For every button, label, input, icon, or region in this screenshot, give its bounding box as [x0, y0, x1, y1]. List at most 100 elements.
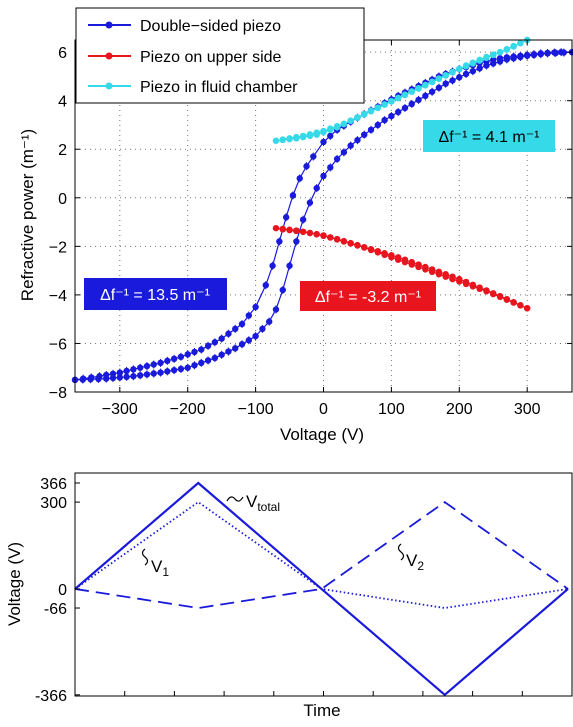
- point-double-sided: [299, 216, 307, 223]
- point-double-sided: [449, 77, 456, 84]
- point-double-sided: [204, 342, 212, 350]
- top-yticks: −8 −6 −4 −2 0 2 4 6: [49, 45, 572, 402]
- point-fluid-chamber: [483, 53, 490, 61]
- label-v2: V2: [397, 543, 424, 573]
- point-upper-side: [462, 280, 470, 288]
- point-upper-side: [388, 254, 395, 261]
- top-xtick-label: 200: [446, 401, 473, 418]
- point-double-sided: [327, 132, 334, 140]
- point-double-sided: [136, 372, 144, 379]
- point-fluid-chamber: [476, 56, 483, 64]
- top-ytick-label: 4: [58, 94, 67, 111]
- point-double-sided: [517, 53, 524, 61]
- point-double-sided: [320, 138, 327, 146]
- label-v1: V1: [141, 548, 169, 579]
- top-xtick-label: 0: [319, 401, 328, 418]
- point-double-sided: [523, 52, 531, 59]
- point-double-sided: [116, 369, 124, 376]
- point-double-sided: [130, 373, 137, 380]
- point-double-sided: [560, 49, 568, 56]
- point-double-sided: [150, 361, 157, 368]
- top-ytick-label: −8: [49, 385, 67, 402]
- point-upper-side: [523, 305, 531, 312]
- point-upper-side: [456, 278, 463, 285]
- point-double-sided: [79, 376, 87, 383]
- point-upper-side: [279, 226, 286, 233]
- point-double-sided: [293, 238, 300, 245]
- point-upper-side: [320, 232, 327, 239]
- point-double-sided: [456, 74, 463, 81]
- top-xtick-label: −200: [170, 401, 206, 418]
- point-double-sided: [269, 262, 276, 269]
- point-double-sided: [272, 306, 280, 313]
- point-double-sided: [552, 49, 559, 57]
- point-double-sided: [143, 371, 151, 378]
- point-fluid-chamber: [462, 62, 470, 69]
- top-ytick-label: 2: [58, 142, 67, 159]
- point-fluid-chamber: [367, 107, 375, 115]
- point-double-sided: [320, 172, 327, 180]
- point-double-sided: [408, 100, 415, 108]
- label-v2-text: V2: [406, 551, 424, 573]
- point-double-sided: [184, 364, 191, 371]
- annotation-upper-side: Δf⁻¹ = -3.2 m⁻¹: [300, 281, 436, 311]
- point-double-sided: [333, 155, 341, 163]
- point-upper-side: [299, 228, 307, 235]
- point-upper-side: [510, 299, 517, 306]
- point-double-sided: [238, 320, 246, 328]
- point-double-sided: [510, 55, 517, 62]
- point-double-sided: [306, 199, 314, 206]
- point-double-sided: [204, 357, 212, 364]
- point-double-sided: [415, 96, 422, 104]
- point-double-sided: [130, 366, 137, 373]
- point-double-sided: [143, 362, 151, 370]
- point-upper-side: [517, 302, 524, 309]
- point-double-sided: [123, 367, 130, 375]
- legend-label-upper-side: Piezo on upper side: [140, 49, 282, 66]
- point-double-sided: [95, 375, 102, 383]
- point-fluid-chamber: [415, 84, 422, 92]
- point-fluid-chamber: [340, 120, 348, 127]
- bottom-xlabel: Time: [303, 701, 340, 720]
- point-fluid-chamber: [374, 104, 382, 111]
- point-double-sided: [544, 50, 551, 57]
- point-upper-side: [503, 296, 511, 303]
- point-double-sided: [123, 373, 130, 381]
- point-fluid-chamber: [320, 127, 327, 135]
- top-ytick-label: −4: [49, 288, 67, 305]
- point-upper-side: [483, 288, 490, 295]
- bottom-axes-frame: [74, 472, 573, 697]
- point-double-sided: [310, 153, 317, 160]
- point-double-sided: [157, 359, 164, 367]
- point-double-sided: [442, 80, 449, 87]
- point-double-sided: [259, 325, 266, 333]
- top-xlabel: Voltage (V): [280, 425, 364, 444]
- point-fluid-chamber: [388, 97, 395, 105]
- annotation-double-sided-text: Δf⁻¹ = 13.5 m⁻¹: [100, 287, 210, 304]
- point-double-sided: [428, 88, 436, 95]
- point-fluid-chamber: [517, 40, 524, 47]
- point-double-sided: [279, 286, 286, 294]
- point-upper-side: [415, 263, 422, 271]
- point-fluid-chamber: [456, 65, 463, 72]
- point-double-sided: [286, 262, 293, 269]
- top-xtick-label: −300: [102, 401, 138, 418]
- point-fluid-chamber: [408, 88, 415, 95]
- bottom-chart: 366 300 0 -66 -366 Time Voltage (V) Vtotal V…: [5, 472, 573, 720]
- top-ylabel: Refractive power (m⁻¹): [18, 129, 37, 301]
- point-double-sided: [164, 368, 171, 375]
- bottom-yticks: 366 300 0 -66 -366: [35, 476, 80, 705]
- point-double-sided: [381, 116, 388, 124]
- point-upper-side: [476, 285, 483, 293]
- bottom-series-v-total: [74, 481, 569, 697]
- point-double-sided: [136, 364, 144, 371]
- point-double-sided: [367, 126, 375, 134]
- label-vtotal-text: Vtotal: [246, 492, 280, 514]
- point-fluid-chamber: [442, 72, 449, 79]
- point-fluid-chamber: [422, 81, 429, 89]
- point-double-sided: [225, 348, 232, 355]
- point-double-sided: [198, 346, 205, 353]
- point-double-sided: [469, 67, 477, 75]
- point-fluid-chamber: [299, 132, 307, 140]
